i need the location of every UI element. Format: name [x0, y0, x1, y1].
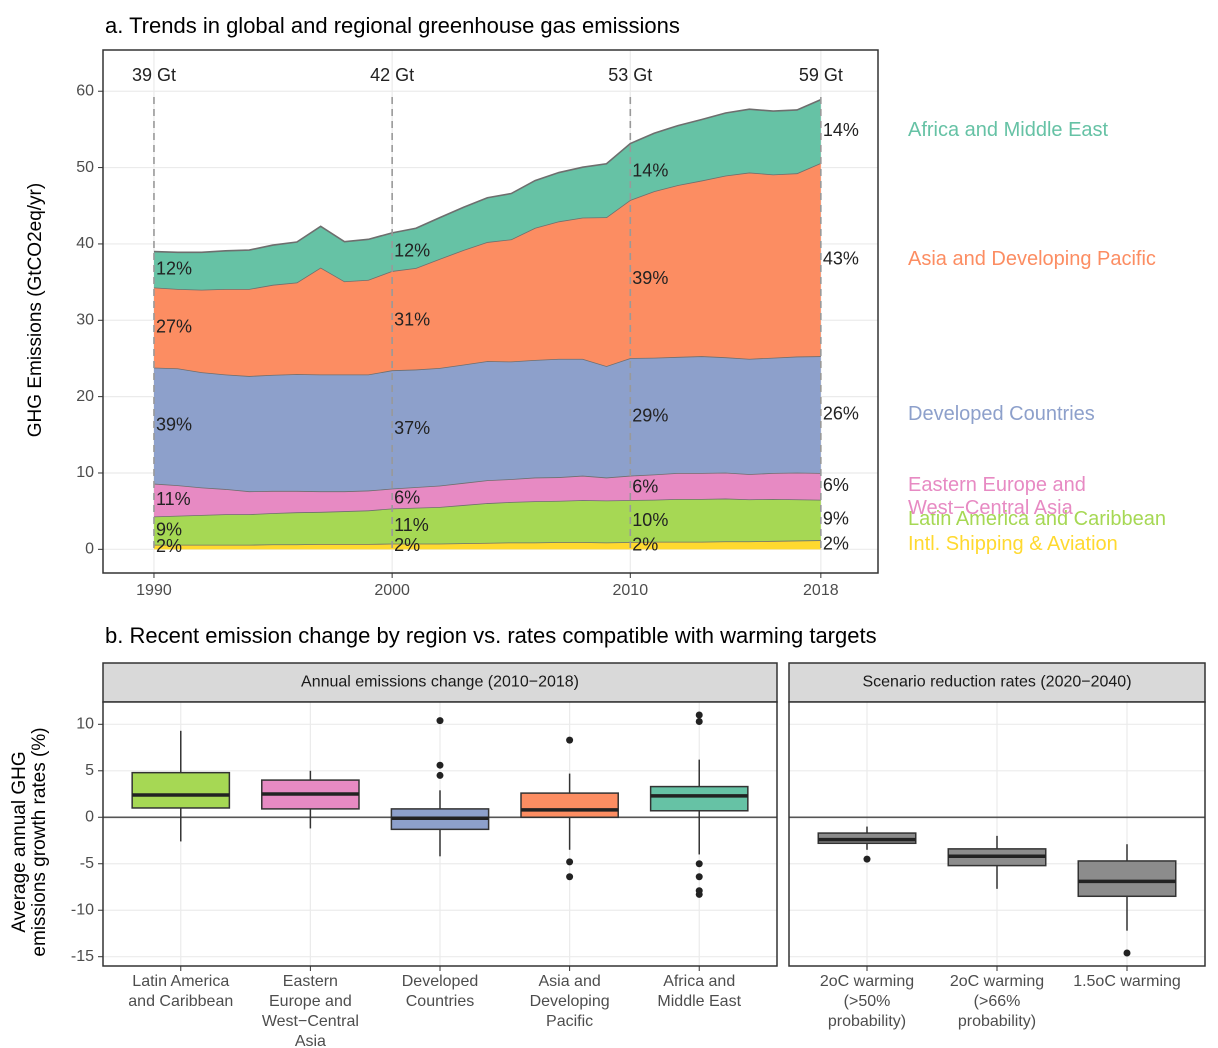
x-tick-label: Developed Countries: [401, 973, 479, 1010]
outlier: [695, 873, 703, 881]
legend-label: Latin America and Caribbean: [908, 507, 1166, 530]
share-label: 27%: [156, 316, 192, 336]
x-tick-label: Eastern Europe and West−Central Asia: [261, 973, 359, 1048]
legend-label: Eastern Europe and West−Central Asia: [908, 474, 1086, 520]
share-label: 12%: [394, 241, 430, 261]
share-label: 26%: [823, 403, 859, 423]
y-tick-label: 20: [76, 388, 94, 405]
outlier: [436, 771, 444, 779]
outlier: [1123, 949, 1131, 957]
y-tick-label: 0: [85, 541, 94, 558]
total-label: 53 Gt: [608, 65, 652, 85]
y-tick-label: -5: [80, 855, 94, 872]
y-axis-title: GHG Emissions (GtCO2eq/yr): [25, 183, 46, 437]
area: [153, 472, 821, 517]
share-label: 9%: [156, 519, 182, 539]
share-label: 2%: [156, 536, 182, 556]
strip-label: Annual emissions change (2010−2018): [301, 674, 579, 691]
plot-border: [102, 49, 879, 574]
chart-title: a. Trends in global and regional greenho…: [105, 13, 680, 38]
strip: [102, 662, 778, 703]
plot-border: [102, 701, 778, 967]
outlier: [695, 890, 703, 898]
share-label: 9%: [823, 509, 849, 529]
plot-border: [788, 701, 1206, 967]
legend-label: Developed Countries: [908, 402, 1095, 425]
total-label: 39 Gt: [132, 65, 176, 85]
x-tick-label: Africa and Middle East: [657, 973, 742, 1010]
x-tick-label: 1990: [136, 582, 172, 599]
outlier: [695, 711, 703, 719]
share-label: 29%: [632, 406, 668, 426]
area-outline: [153, 98, 822, 254]
area: [153, 356, 821, 492]
share-label: 14%: [823, 120, 859, 140]
share-label: 2%: [823, 534, 849, 554]
box: [1077, 860, 1177, 898]
share-label: 6%: [394, 487, 420, 507]
total-label: 42 Gt: [370, 65, 414, 85]
outlier: [566, 858, 574, 866]
share-label: 2%: [632, 534, 658, 554]
share-label: 6%: [823, 475, 849, 495]
y-tick-label: 40: [76, 235, 94, 252]
area: [153, 162, 821, 377]
outlier: [436, 761, 444, 769]
y-tick-label: 5: [85, 762, 94, 779]
chart-title: b. Recent emission change by region vs. …: [105, 623, 877, 648]
area: [153, 498, 821, 545]
total-label: 59 Gt: [799, 65, 843, 85]
x-tick-label: 2018: [803, 582, 839, 599]
outlier: [695, 718, 703, 726]
box: [131, 771, 231, 809]
share-label: 39%: [156, 414, 192, 434]
y-tick-label: -15: [71, 948, 94, 965]
x-tick-label: 2oC warming (>50% probability): [819, 973, 915, 1030]
y-tick-label: 10: [76, 464, 94, 481]
y-axis-title: Average annual GHG emissions growth rate…: [9, 727, 50, 957]
outlier: [436, 717, 444, 725]
outlier: [863, 855, 871, 863]
y-tick-label: 30: [76, 311, 94, 328]
share-label: 14%: [632, 161, 668, 181]
area: [153, 99, 821, 290]
legend-label: Asia and Developing Pacific: [908, 247, 1156, 270]
share-label: 12%: [156, 258, 192, 278]
y-tick-label: 0: [85, 808, 94, 825]
share-label: 43%: [823, 248, 859, 268]
x-tick-label: Asia and Developing Pacific: [529, 973, 610, 1030]
legend-label: Intl. Shipping & Aviation: [908, 532, 1118, 555]
outlier: [566, 736, 574, 744]
share-label: 2%: [394, 535, 420, 555]
x-tick-label: Latin America and Caribbean: [128, 973, 234, 1010]
share-label: 37%: [394, 418, 430, 438]
x-tick-label: 1.5oC warming: [1073, 973, 1181, 990]
y-tick-label: -10: [71, 901, 94, 918]
share-label: 31%: [394, 309, 430, 329]
outlier: [566, 873, 574, 881]
share-label: 39%: [632, 268, 668, 288]
box: [520, 792, 619, 819]
y-tick-label: 60: [76, 82, 94, 99]
share-label: 10%: [632, 510, 668, 530]
x-tick-label: 2oC warming (>66% probability): [949, 973, 1045, 1030]
share-label: 11%: [156, 489, 191, 509]
legend-label: Africa and Middle East: [908, 119, 1109, 142]
y-tick-label: 50: [76, 159, 94, 176]
strip: [788, 662, 1206, 703]
share-label: 11%: [394, 515, 429, 535]
x-tick-label: 2000: [374, 582, 410, 599]
y-tick-label: 10: [76, 716, 94, 733]
box: [649, 785, 749, 812]
strip-label: Scenario reduction rates (2020−2040): [862, 674, 1131, 691]
outlier: [695, 860, 703, 868]
x-tick-label: 2010: [613, 582, 649, 599]
share-label: 6%: [632, 477, 658, 497]
